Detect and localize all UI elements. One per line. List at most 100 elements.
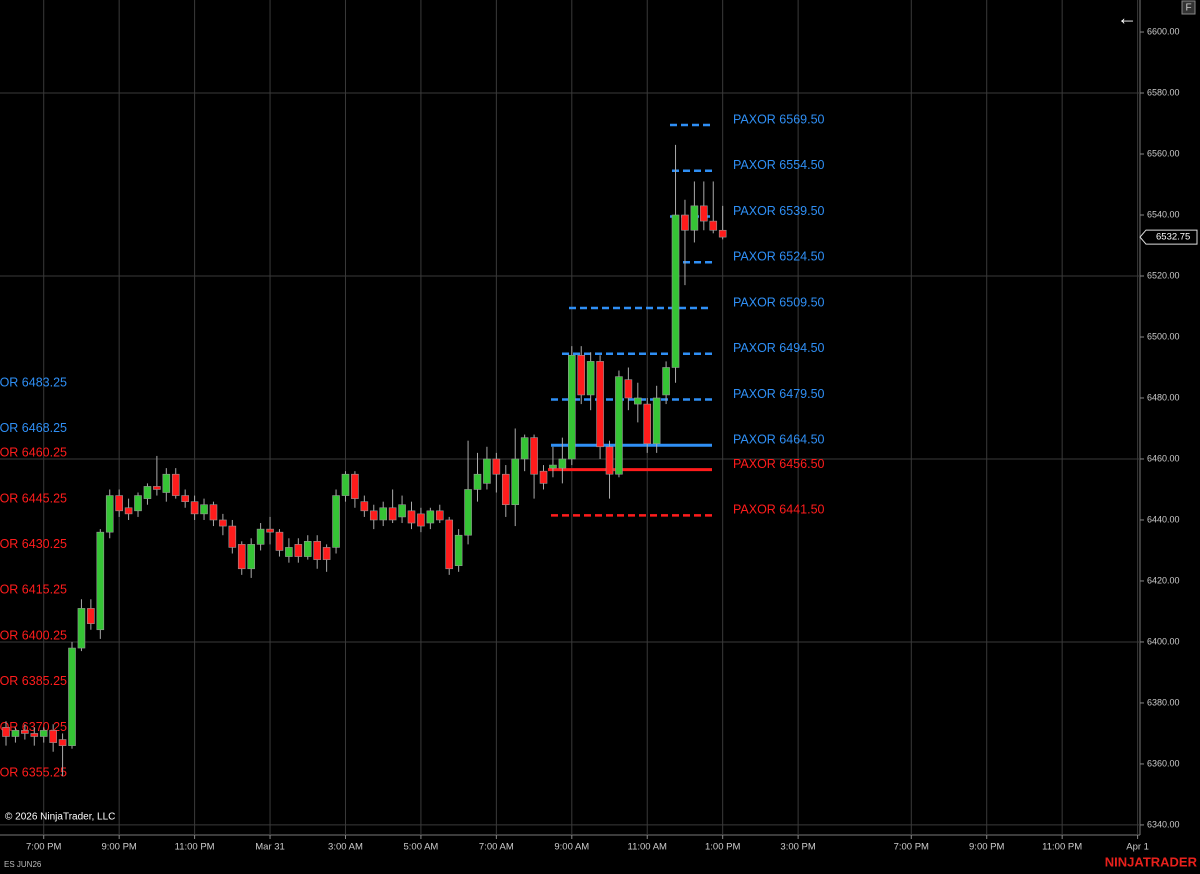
candle-body (228, 525, 237, 548)
candle-body (690, 205, 699, 231)
y-tick-label: 6480.00 (1147, 392, 1180, 402)
prior-level-label: PAXOR 6468.25 (0, 421, 67, 435)
candle-body (379, 507, 388, 521)
candle-body (171, 473, 180, 496)
candle-body (700, 205, 708, 222)
candle-body (124, 507, 133, 515)
y-tick-label: 6400.00 (1147, 636, 1180, 646)
candle-body (501, 473, 510, 506)
candle-body (549, 464, 557, 469)
candle-body (567, 354, 576, 460)
y-tick-label: 6360.00 (1147, 758, 1180, 768)
candle-body (511, 458, 520, 506)
candle-body (332, 495, 340, 548)
candle-body (2, 727, 10, 737)
level-label: PAXOR 6539.50 (733, 204, 825, 218)
x-tick-label: 11:00 PM (175, 842, 215, 853)
candle-body (237, 544, 246, 570)
candle-body (586, 361, 595, 396)
y-tick-label: 6580.00 (1147, 87, 1180, 97)
candle-body (219, 519, 227, 527)
candle-body (256, 528, 265, 545)
prior-level-label: PAXOR 6385.25 (0, 674, 67, 688)
y-tick-label: 6340.00 (1147, 819, 1180, 829)
candle-body (426, 510, 435, 524)
y-tick-label: 6460.00 (1147, 453, 1180, 463)
prior-level-label: PAXOR 6415.25 (0, 583, 67, 597)
candle-body (530, 437, 538, 475)
f-button[interactable] (1181, 0, 1196, 15)
candle-body (58, 739, 67, 746)
candle-body (49, 730, 57, 743)
copyright: © 2026 NinjaTrader, LLC (5, 812, 115, 823)
instrument-label: ES JUN26 (4, 860, 42, 869)
candle-body (190, 501, 199, 515)
prior-level-label: PAXOR 6355.25 (0, 766, 67, 780)
x-tick-label: 7:00 PM (26, 842, 61, 853)
candle-body (520, 437, 529, 460)
candle-body (483, 458, 491, 484)
candle-body (398, 504, 406, 518)
candle-body (558, 458, 567, 469)
candle-body (624, 379, 633, 399)
candle-body (652, 397, 661, 445)
last-price-box (1139, 229, 1198, 245)
y-tick-label: 6600.00 (1147, 26, 1180, 36)
candle-body (162, 473, 171, 493)
candle-body (21, 730, 29, 734)
candle-body (303, 541, 312, 557)
level-label: PAXOR 6494.50 (733, 341, 825, 355)
candle-body (435, 510, 444, 521)
candle-body (596, 361, 604, 448)
x-tick-label: 7:00 AM (479, 842, 514, 853)
plot: PAXOR 6569.50 PAXOR 6554.50 PAXOR 6539.50 P… (0, 0, 1140, 835)
prior-level-label: PAXOR 6483.25 (0, 375, 67, 389)
level-label: PAXOR 6509.50 (733, 295, 825, 309)
candle-body (68, 647, 76, 746)
prior-level-label: PAXOR 6400.25 (0, 628, 67, 642)
candle-body (209, 504, 218, 521)
last-price-label: 6532.75 (1156, 232, 1190, 243)
level-label: PAXOR 6456.50 (733, 457, 825, 471)
candle-body (454, 534, 463, 567)
candle-body (445, 519, 454, 570)
prior-level-label: PAXOR 6370.25 (0, 720, 67, 734)
candle-body (417, 513, 425, 527)
y-tick-label: 6440.00 (1147, 514, 1180, 524)
x-tick-label: 3:00 PM (780, 842, 815, 853)
candle-body (294, 544, 303, 557)
y-tick-label: 6500.00 (1147, 331, 1180, 341)
candle-body (662, 367, 670, 396)
y-tick-label: 6540.00 (1147, 209, 1180, 219)
candle-body (39, 730, 48, 737)
x-tick-label: 3:00 AM (328, 842, 363, 853)
y-tick-label: 6520.00 (1147, 270, 1180, 280)
x-tick-label: 9:00 PM (969, 842, 1004, 853)
candle-body (313, 541, 321, 560)
candle-body (539, 470, 548, 484)
candle-body (605, 446, 614, 475)
candle-body (473, 473, 482, 490)
candle-body (247, 544, 255, 570)
candle-body (11, 730, 20, 737)
candle-body (115, 495, 123, 512)
candle-body (30, 733, 39, 737)
candle-body (407, 510, 416, 524)
candle-body (322, 547, 331, 560)
candle-body (87, 608, 95, 624)
x-tick-label: 11:00 PM (1042, 842, 1082, 853)
candle-body (615, 376, 623, 475)
x-tick-label: 11:00 AM (628, 842, 668, 853)
level-label: PAXOR 6464.50 (733, 433, 825, 447)
candle-body (643, 403, 652, 445)
candle-body (153, 486, 161, 490)
candle-body (285, 547, 293, 557)
level-label: PAXOR 6524.50 (733, 250, 825, 264)
back-button[interactable]: ← (1117, 7, 1137, 29)
f-button-label[interactable]: F (1185, 3, 1191, 14)
candle-body (671, 214, 680, 368)
candle-body (464, 489, 472, 536)
candle-body (266, 528, 274, 533)
